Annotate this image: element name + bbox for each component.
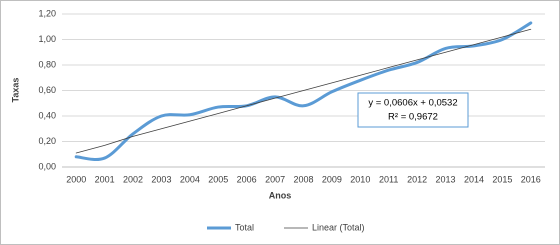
x-tick-label: 2012 (407, 174, 427, 184)
y-tick-label: 0,60 (38, 85, 56, 95)
x-tick-label: 2009 (322, 174, 342, 184)
x-tick-label: 2003 (151, 174, 171, 184)
x-tick-label: 2007 (265, 174, 285, 184)
x-tick-label: 2004 (180, 174, 200, 184)
y-tick-label: 0,00 (38, 161, 56, 171)
x-tick-label: 2000 (66, 174, 86, 184)
y-tick-label: 1,00 (38, 34, 56, 44)
x-tick-label: 2016 (521, 174, 541, 184)
x-tick-label: 2013 (436, 174, 456, 184)
x-tick-label: 2001 (95, 174, 115, 184)
trend-line (75, 28, 532, 154)
annotation: y = 0,0606x + 0,0532 (368, 98, 457, 109)
x-tick-label: 2006 (237, 174, 257, 184)
x-tick-label: 2002 (123, 174, 143, 184)
annotation: R² = 0,9672 (388, 112, 438, 123)
x-tick-label: 2008 (293, 174, 313, 184)
x-tick-label: 2014 (464, 174, 484, 184)
x-tick-label: 2015 (492, 174, 512, 184)
data-line (74, 21, 533, 162)
legend-label: Linear (Total) (312, 222, 365, 232)
x-tick-label: 2005 (208, 174, 228, 184)
y-tick-label: 0,20 (38, 136, 56, 146)
x-axis-title: Anos (269, 190, 292, 200)
annotation-box (357, 92, 469, 128)
y-tick-label: 1,20 (38, 8, 56, 18)
y-axis-title: Taxas (10, 78, 20, 103)
legend-label: Total (235, 222, 254, 232)
y-tick-label: 0,80 (38, 59, 56, 69)
x-tick-label: 2011 (379, 174, 398, 184)
x-tick-label: 2010 (350, 174, 370, 184)
y-tick-label: 0,40 (38, 110, 56, 120)
